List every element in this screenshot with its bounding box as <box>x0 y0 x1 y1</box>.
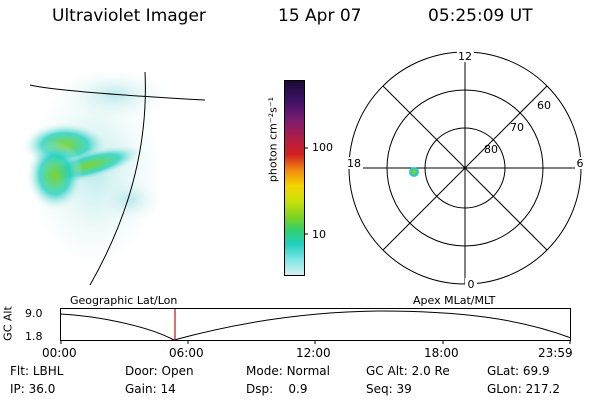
info-door: Door: Open <box>125 364 194 378</box>
aurora-haze-top <box>60 70 170 120</box>
mlt-label-6: 6 <box>577 157 584 170</box>
info-mode: Mode: Normal <box>246 364 330 378</box>
mlt-label-18: 18 <box>347 157 361 170</box>
geographic-label: Geographic Lat/Lon <box>70 294 178 307</box>
date-label: 15 Apr 07 <box>278 6 362 26</box>
time-label: 05:25:09 UT <box>428 6 533 26</box>
latitude-line <box>29 84 206 101</box>
colorbar <box>284 80 308 276</box>
time-tick-1800: 18:00 <box>424 346 459 360</box>
info-glon: GLon: 217.2 <box>487 382 560 396</box>
colorbar-tick-100: 100 <box>312 141 333 154</box>
aurora-image <box>23 70 206 286</box>
altitude-ylabel: GC Alt <box>1 306 15 341</box>
polar-diagonal-2 <box>382 85 548 251</box>
altitude-tick-9: 9.0 <box>25 307 43 320</box>
mlt-label-12: 12 <box>458 50 472 63</box>
mlat-label-60: 60 <box>537 99 551 112</box>
instrument-title: Ultraviolet Imager <box>52 6 206 26</box>
info-gc-alt: GC Alt: 2.0 Re <box>366 364 450 378</box>
info-filter: Flt: LBHL <box>10 364 64 378</box>
aurora-band-left <box>27 140 83 210</box>
time-tick-0600: 06:00 <box>169 346 204 360</box>
time-tick-1200: 12:00 <box>296 346 331 360</box>
colorbar-unit-label: photon cm⁻²s⁻¹ <box>266 96 280 183</box>
aurora-haze-lower <box>100 178 160 222</box>
altitude-tick-1-8: 1.8 <box>25 330 43 343</box>
mlt-label-0: 0 <box>468 278 475 290</box>
polar-plot: 12 0 18 6 60 70 80 <box>345 50 587 290</box>
info-dsp: Dsp: 0.9 <box>246 382 308 396</box>
time-tick-0000: 00:00 <box>42 346 77 360</box>
altitude-plot-frame <box>60 308 571 341</box>
mlat-label-70: 70 <box>510 121 524 134</box>
info-ip: IP: 36.0 <box>10 382 56 396</box>
longitude-line <box>89 71 146 286</box>
colorbar-tick-10: 10 <box>312 228 326 241</box>
mlat-label-80: 80 <box>484 143 498 156</box>
altitude-curve <box>60 310 572 341</box>
info-seq: Seq: 39 <box>366 382 412 396</box>
apex-label: Apex MLat/MLT <box>413 294 496 307</box>
info-gain: Gain: 14 <box>125 382 176 396</box>
time-tick-2359: 23:59 <box>538 346 573 360</box>
info-glat: GLat: 69.9 <box>487 364 550 378</box>
altitude-plot <box>60 308 572 344</box>
